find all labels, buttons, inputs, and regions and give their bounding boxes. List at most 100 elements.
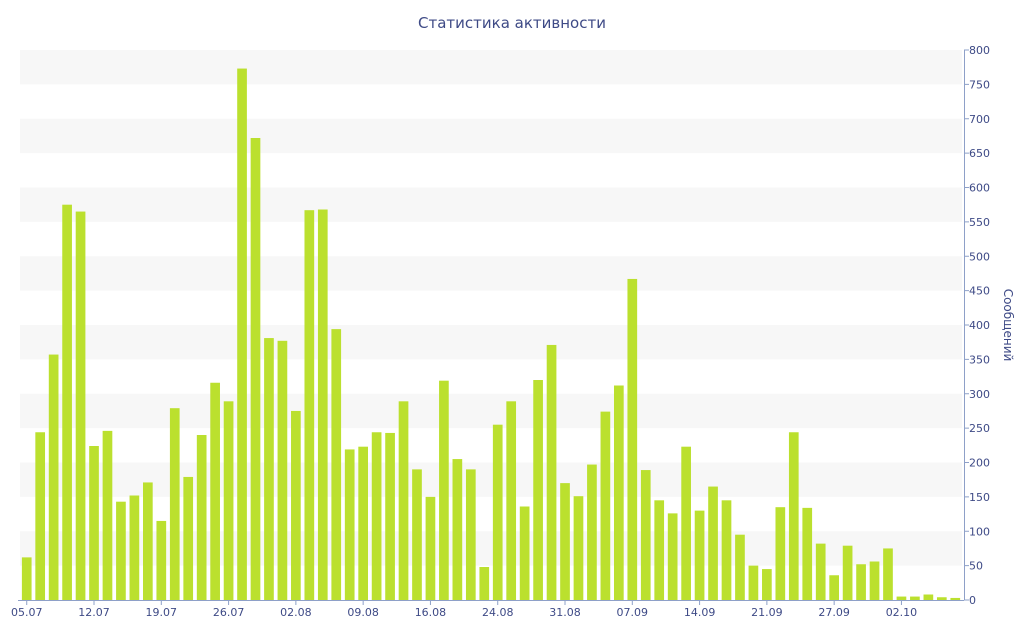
bar[interactable]	[277, 340, 288, 600]
bar[interactable]	[169, 408, 180, 600]
bar[interactable]	[89, 446, 99, 600]
bar[interactable]	[681, 446, 691, 600]
bar[interactable]	[425, 496, 436, 600]
bar[interactable]	[210, 382, 220, 600]
x-tick-label: 07.09	[617, 606, 649, 619]
bar[interactable]	[371, 432, 382, 600]
grid-bands	[20, 50, 962, 566]
bar[interactable]	[102, 430, 113, 600]
y-tick-label: 650	[969, 147, 990, 160]
bar[interactable]	[762, 569, 772, 600]
bar[interactable]	[802, 507, 813, 600]
x-axis: 05.07 12.07 19.07 26.07 02.08 09.08 16.08 24.08…	[11, 600, 964, 619]
bar[interactable]	[735, 534, 745, 600]
bar[interactable]	[883, 548, 893, 600]
y-tick-label: 700	[969, 113, 990, 126]
bar[interactable]	[667, 513, 678, 600]
bar[interactable]	[237, 68, 247, 600]
x-tick-label: 09.08	[347, 606, 379, 619]
bar[interactable]	[910, 596, 920, 600]
bar[interactable]	[856, 564, 866, 600]
grid-band	[20, 187, 962, 222]
x-tick-label: 19.07	[146, 606, 178, 619]
chart-title: Статистика активности	[418, 14, 606, 32]
bar[interactable]	[950, 597, 961, 600]
bar[interactable]	[748, 565, 759, 600]
x-tick-label: 02.08	[280, 606, 312, 619]
bar[interactable]	[116, 501, 126, 600]
bar[interactable]	[129, 495, 140, 601]
y-tick-label: 550	[969, 216, 990, 229]
bar[interactable]	[183, 476, 194, 600]
bar[interactable]	[385, 432, 395, 600]
y-axis-label: Сообщений	[1001, 289, 1015, 362]
bar[interactable]	[869, 561, 880, 601]
y-tick-label: 100	[969, 525, 990, 538]
bar[interactable]	[923, 594, 934, 601]
bar[interactable]	[439, 380, 449, 600]
bar[interactable]	[142, 482, 153, 600]
bar[interactable]	[317, 209, 328, 601]
x-tick-label: 31.08	[549, 606, 581, 619]
x-tick-label: 02.10	[886, 606, 918, 619]
bar[interactable]	[600, 411, 611, 600]
bar[interactable]	[721, 500, 732, 600]
bar[interactable]	[694, 510, 705, 600]
grid-band	[20, 256, 962, 291]
y-tick-label: 300	[969, 388, 990, 401]
y-tick-label: 150	[969, 491, 990, 504]
y-tick-label: 800	[969, 44, 990, 57]
y-tick-label: 600	[969, 182, 990, 195]
bar[interactable]	[788, 432, 799, 600]
bar[interactable]	[331, 329, 342, 600]
bar[interactable]	[708, 486, 718, 600]
bar[interactable]	[613, 385, 624, 601]
bar[interactable]	[35, 432, 46, 600]
bar[interactable]	[62, 204, 72, 600]
bar[interactable]	[398, 401, 409, 600]
bar[interactable]	[506, 401, 517, 600]
bar[interactable]	[896, 596, 907, 600]
grid-band	[20, 393, 962, 429]
bar[interactable]	[829, 575, 840, 600]
bar[interactable]	[587, 464, 597, 600]
x-tick-label: 26.07	[213, 606, 245, 619]
bar[interactable]	[573, 496, 584, 600]
bar[interactable]	[21, 557, 32, 600]
bar[interactable]	[533, 380, 543, 600]
bar[interactable]	[936, 597, 947, 600]
bar[interactable]	[775, 507, 786, 600]
bar[interactable]	[815, 543, 826, 600]
bar[interactable]	[560, 483, 570, 600]
y-tick-label: 350	[969, 353, 990, 366]
bar[interactable]	[842, 545, 853, 600]
bar[interactable]	[492, 424, 503, 600]
bar[interactable]	[358, 446, 369, 600]
bar[interactable]	[48, 354, 59, 600]
bar[interactable]	[223, 401, 234, 600]
bar[interactable]	[264, 338, 274, 600]
bar[interactable]	[196, 435, 207, 600]
x-tick-label: 27.09	[818, 606, 850, 619]
x-tick-label: 14.09	[684, 606, 716, 619]
y-tick-label: 400	[969, 319, 990, 332]
bar[interactable]	[465, 469, 476, 600]
bar[interactable]	[344, 449, 355, 600]
bar[interactable]	[291, 410, 301, 600]
bar[interactable]	[627, 278, 638, 600]
bar-series	[21, 68, 961, 601]
bar[interactable]	[479, 567, 490, 600]
bar[interactable]	[452, 459, 463, 600]
x-tick-label: 16.08	[415, 606, 447, 619]
bar[interactable]	[75, 211, 86, 600]
bar[interactable]	[519, 506, 530, 601]
bar[interactable]	[250, 138, 261, 600]
bar[interactable]	[156, 520, 167, 600]
bar[interactable]	[546, 344, 557, 600]
bar[interactable]	[640, 470, 651, 600]
bar[interactable]	[654, 500, 665, 600]
bar[interactable]	[412, 469, 422, 600]
bar[interactable]	[304, 210, 315, 600]
